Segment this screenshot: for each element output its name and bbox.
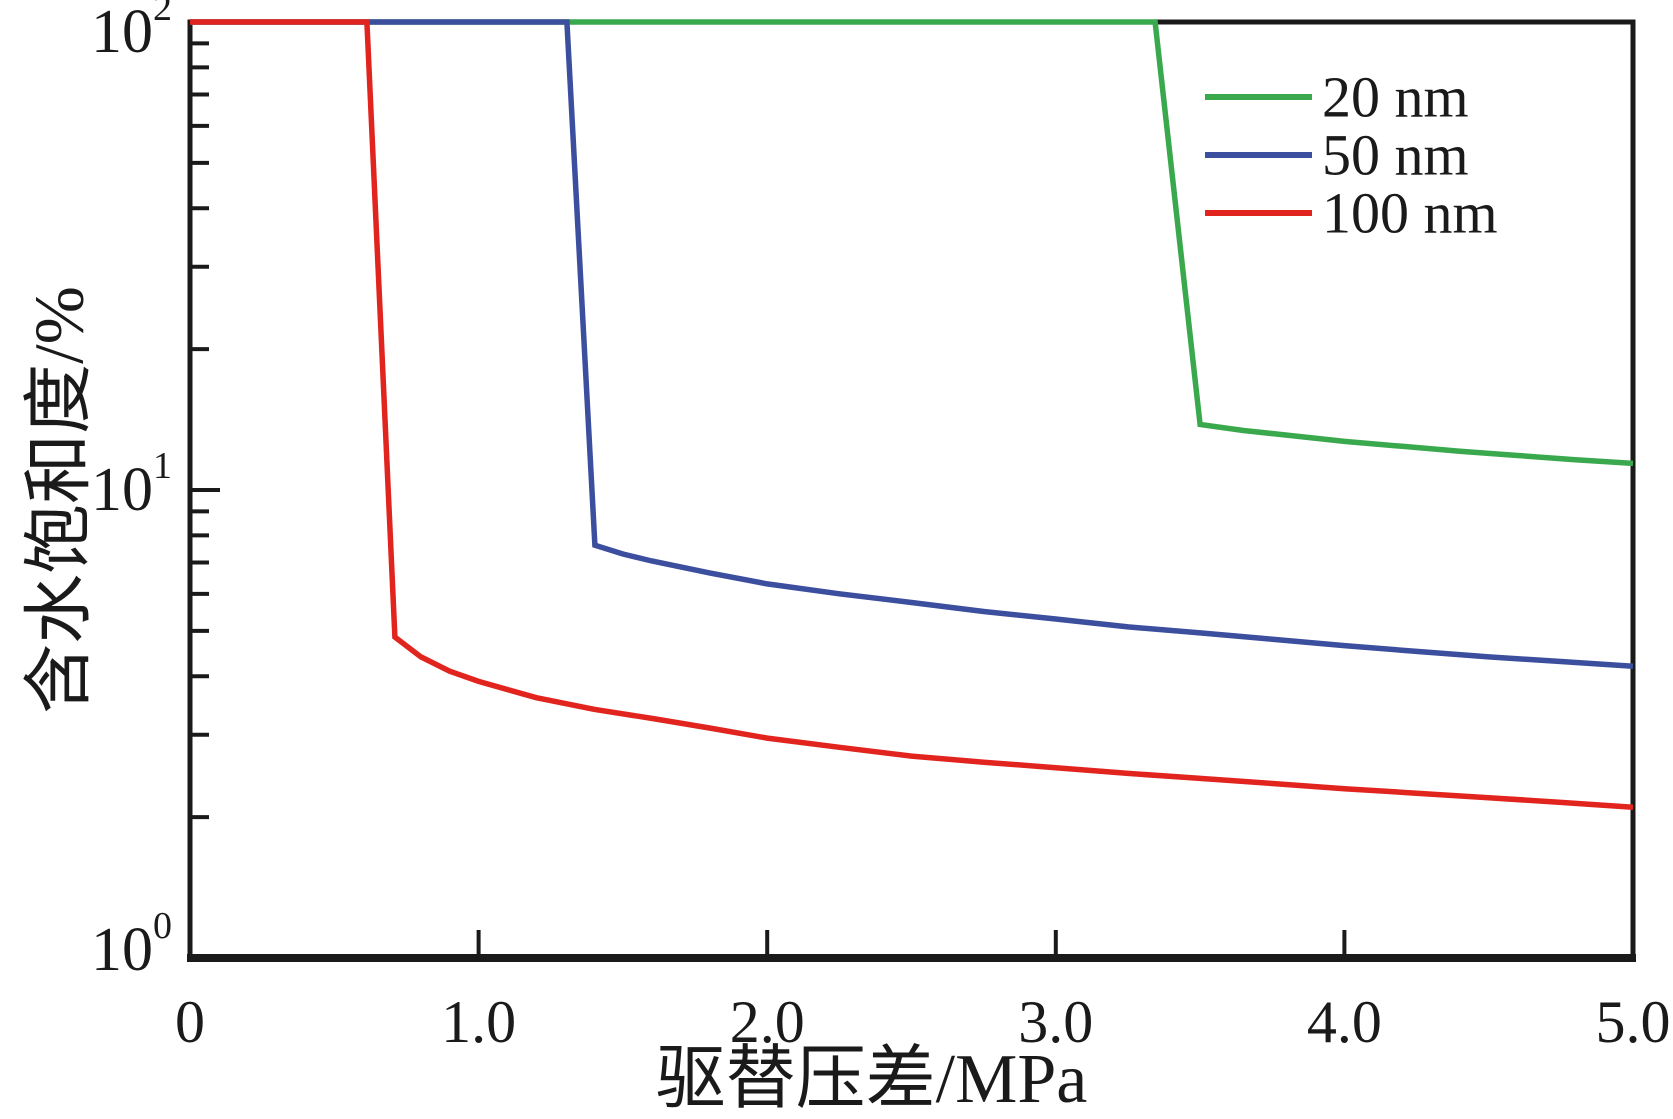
- legend-label-100nm: 100 nm: [1322, 181, 1498, 246]
- x-tick-label: 4.0: [1307, 989, 1382, 1055]
- y-tick-label: 100: [91, 905, 172, 984]
- x-tick-label: 2.0: [730, 989, 805, 1055]
- series-line-50nm: [190, 19, 1634, 670]
- x-axis-title: 驱替压差/MPa: [656, 1041, 1088, 1118]
- legend-label-20nm: 20 nm: [1322, 65, 1469, 130]
- y-tick-label: 102: [91, 0, 172, 66]
- y-tick-label: 101: [91, 445, 172, 524]
- x-tick-label: 3.0: [1018, 989, 1093, 1055]
- series-line-20nm: [190, 19, 1634, 467]
- series-line-100nm: [190, 19, 1634, 810]
- x-tick-label: 5.0: [1596, 989, 1671, 1055]
- x-tick-label: 1.0: [441, 989, 516, 1055]
- x-tick-label: 0: [175, 989, 205, 1055]
- legend-label-50nm: 50 nm: [1322, 123, 1469, 188]
- y-axis-title: 含水饱和度/%: [22, 286, 99, 714]
